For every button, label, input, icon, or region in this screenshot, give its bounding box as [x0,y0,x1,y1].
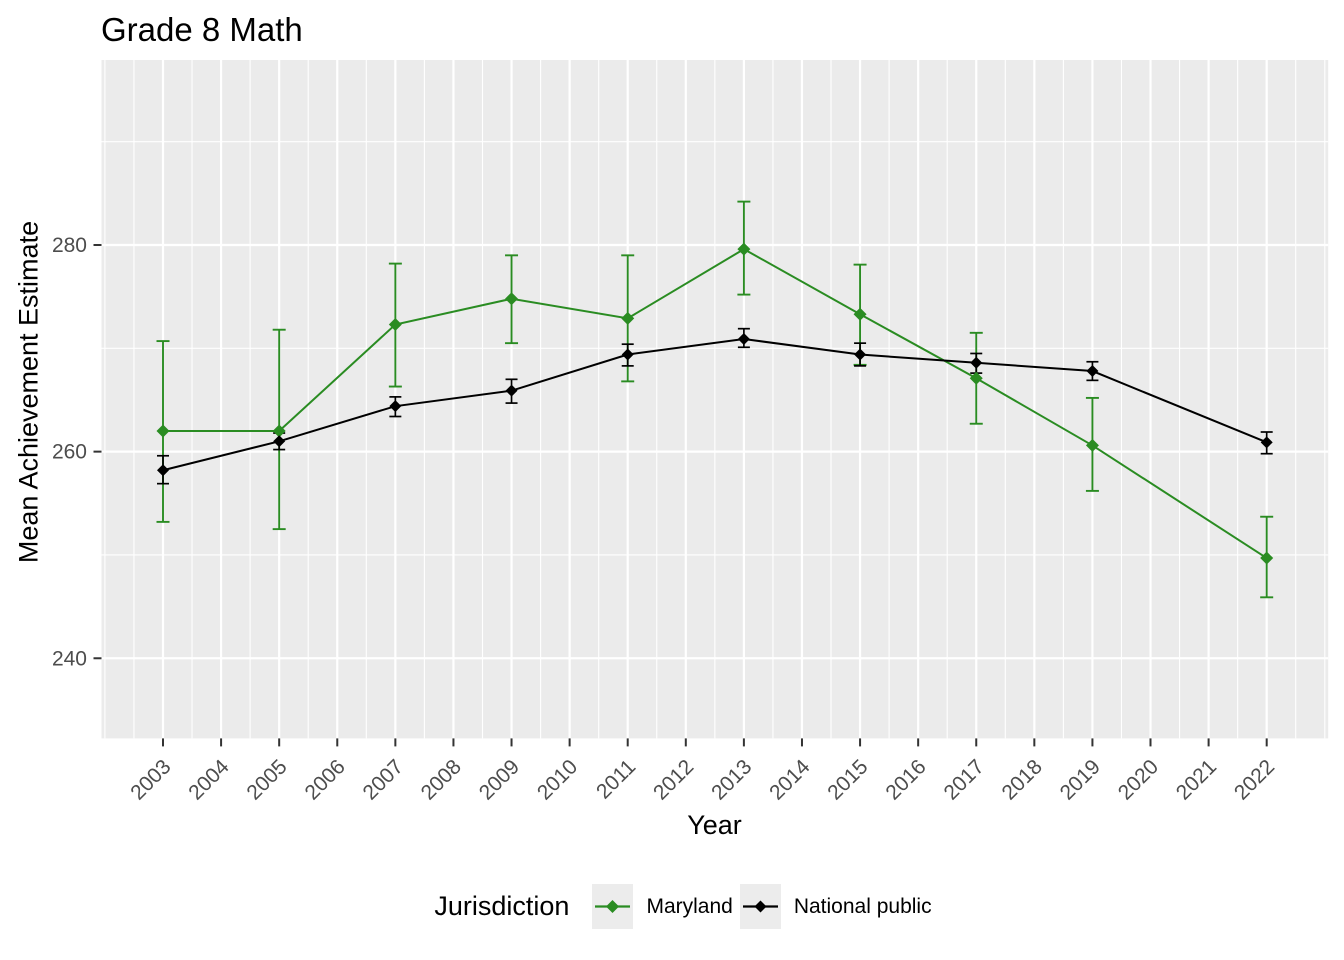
national-public-point [389,400,402,413]
legend-item-maryland: Maryland [592,884,733,929]
x-tick-label: 2004 [184,755,234,805]
y-tick-label: 280 [52,234,87,257]
x-tick-label: 2018 [998,755,1047,804]
national-public-legend-key [739,884,781,929]
x-tick-label: 2012 [649,755,698,804]
y-tick-label: 260 [52,441,87,464]
y-axis-title: Mean Achievement Estimate [13,220,44,564]
maryland-legend-key [592,884,634,929]
maryland-line [163,247,1268,559]
x-tick-label: 2020 [1114,755,1163,804]
x-tick-label: 2011 [592,755,640,803]
x-tick-label: 2005 [242,755,291,804]
maryland-point [969,371,983,385]
x-tick-label: 2007 [359,755,408,804]
maryland-point [388,318,402,332]
national-public-point [737,333,750,346]
national-public-point [505,384,518,397]
x-tick-label: 2009 [475,755,524,804]
x-tick-label: 2014 [765,755,815,805]
x-tick-label: 2013 [707,755,756,804]
national-public-point [621,348,634,361]
maryland-point [1085,438,1099,452]
gridlines-minor [101,60,1329,739]
maryland-series-glyph-icon [592,884,634,929]
x-tick-label: 2006 [301,755,350,804]
x-tick-label: 2010 [533,755,582,804]
national-public-point [1086,365,1099,378]
x-tick-label: 2015 [823,755,872,804]
x-axis-title: Year [687,810,742,840]
maryland-point [505,292,519,306]
national-public-point [970,356,983,369]
legend-label-national-public: National public [793,894,932,918]
legend-label-maryland: Maryland [646,894,733,918]
national-public-point [854,348,867,361]
chart-title: Grade 8 Math [101,11,303,48]
x-tick-label: 2016 [881,755,930,804]
x-tick-label: 2008 [417,755,466,804]
x-tick-label: 2017 [939,755,988,804]
x-tick-label: 2003 [126,755,175,804]
national-public-point [157,464,169,477]
maryland-point [272,424,286,438]
x-tick-labels: 2003 2004 2005 2006 2007 2008 2009 2010 2011 2012… [126,755,1279,805]
maryland-point [737,242,751,256]
y-tick-labels: 240 260 280 [52,234,87,670]
maryland-point [1260,551,1274,565]
x-tick-label: 2019 [1056,755,1105,804]
national-public-point [1260,436,1273,449]
national-public-point [273,435,286,448]
legend: Jurisdiction Maryland National public [11,884,1344,929]
maryland-point [156,424,170,438]
national-public-series-glyph-icon [739,884,781,929]
maryland-point [853,307,867,321]
gridlines-major [101,60,1329,739]
x-tick-label: 2021 [1172,755,1221,804]
y-tick-label: 240 [52,647,87,670]
axis-ticks [93,244,1268,747]
maryland-point [621,311,635,325]
national-public-points [157,333,1273,477]
plot-area: 2003 2004 2005 2006 2007 2008 2009 2010 2011 2012… [52,60,1329,805]
legend-title: Jurisdiction [434,891,570,921]
legend-item-national-public: National public [739,884,932,929]
national-public-line [162,338,1268,472]
maryland-points [156,242,1274,565]
x-tick-label: 2022 [1230,755,1279,804]
